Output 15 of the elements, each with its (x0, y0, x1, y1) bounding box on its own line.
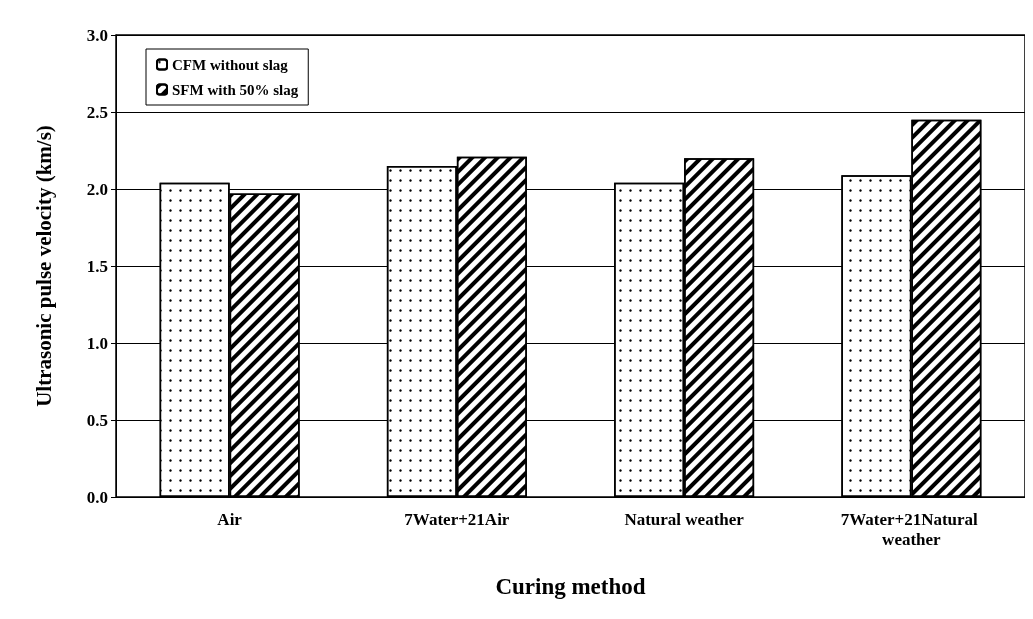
y-tick-label: 1.0 (86, 333, 108, 353)
x-axis-title: Curing method (495, 574, 646, 599)
legend-label: CFM without slag (172, 56, 289, 73)
x-tick-label: Air (217, 509, 243, 529)
y-tick-label: 2.5 (86, 102, 108, 122)
x-tick-label: Natural weather (624, 509, 745, 529)
y-tick-label: 3.0 (86, 25, 108, 45)
legend-label: SFM with 50% slag (172, 81, 299, 98)
y-tick-label: 0.5 (86, 410, 108, 430)
y-tick-label: 0.0 (86, 487, 108, 507)
y-axis-title: Ultrasonic pulse velocity (km/s) (31, 125, 56, 407)
y-tick-label: 2.0 (86, 179, 108, 199)
x-tick-label: 7Water+21Natural weather (840, 509, 983, 549)
y-tick-label: 1.5 (86, 256, 108, 276)
x-tick-label: 7Water+21Air (404, 509, 510, 529)
